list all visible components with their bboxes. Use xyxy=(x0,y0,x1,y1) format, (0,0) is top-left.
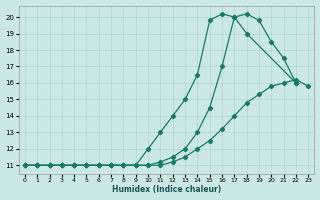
X-axis label: Humidex (Indice chaleur): Humidex (Indice chaleur) xyxy=(112,185,221,194)
